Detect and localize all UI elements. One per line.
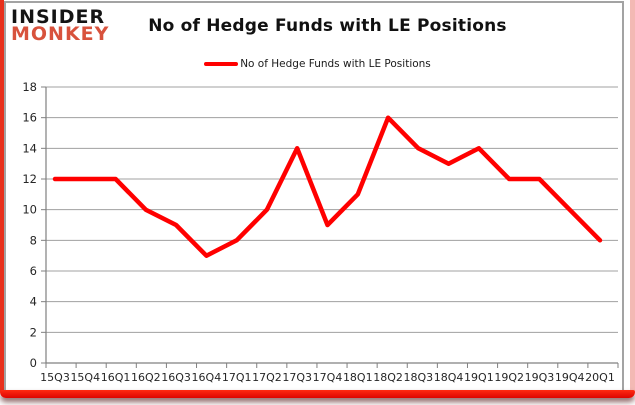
x-tick-label-17Q4: 17Q4	[313, 371, 343, 384]
x-tick-label-18Q1: 18Q1	[343, 371, 373, 384]
x-tick-label-18Q3: 18Q3	[404, 371, 434, 384]
x-tick-label-16Q4: 16Q4	[192, 371, 222, 384]
y-tick-label-10: 10	[22, 203, 37, 217]
y-tick-label-12: 12	[22, 172, 37, 186]
y-tick-label-8: 8	[30, 233, 37, 247]
x-tick-label-18Q4: 18Q4	[434, 371, 464, 384]
y-tick-label-6: 6	[30, 264, 37, 278]
y-tick-label-4: 4	[30, 295, 37, 309]
insider-monkey-logo: INSIDER MONKEY	[11, 8, 109, 44]
x-tick-label-16Q1: 16Q1	[101, 371, 131, 384]
x-tick-label-17Q3: 17Q3	[282, 371, 312, 384]
x-tick-label-16Q3: 16Q3	[161, 371, 191, 384]
x-tick-label-19Q4: 19Q4	[555, 371, 585, 384]
y-tick-label-16: 16	[22, 111, 37, 125]
y-tick-label-2: 2	[30, 325, 37, 339]
frame-left-accent	[0, 0, 4, 392]
x-tick-label-15Q4: 15Q4	[70, 371, 100, 384]
x-tick-label-19Q3: 19Q3	[525, 371, 555, 384]
y-tick-label-14: 14	[22, 141, 37, 155]
x-tick-label-17Q2: 17Q2	[252, 371, 282, 384]
x-tick-label-19Q2: 19Q2	[494, 371, 524, 384]
x-tick-label-15Q3: 15Q3	[40, 371, 70, 384]
logo-text-monkey: MONKEY	[11, 23, 110, 45]
legend: No of Hedge Funds with LE Positions	[0, 56, 635, 72]
x-tick-label-20Q1: 20Q1	[585, 371, 615, 384]
x-tick-label-19Q1: 19Q1	[464, 371, 494, 384]
frame-bottom-accent	[0, 390, 635, 398]
x-tick-label-16Q2: 16Q2	[131, 371, 161, 384]
legend-line-marker	[204, 62, 239, 66]
frame-right-accent	[630, 0, 635, 391]
legend-label: No of Hedge Funds with LE Positions	[240, 58, 431, 70]
x-tick-label-17Q1: 17Q1	[222, 371, 252, 384]
x-tick-label-18Q2: 18Q2	[373, 371, 403, 384]
y-tick-label-18: 18	[22, 80, 37, 94]
logo-text-insider: INSIDER	[11, 6, 106, 28]
series-line	[52, 115, 603, 258]
chart-title: No of Hedge Funds with LE Positions	[148, 16, 507, 36]
y-tick-label-0: 0	[30, 356, 37, 370]
